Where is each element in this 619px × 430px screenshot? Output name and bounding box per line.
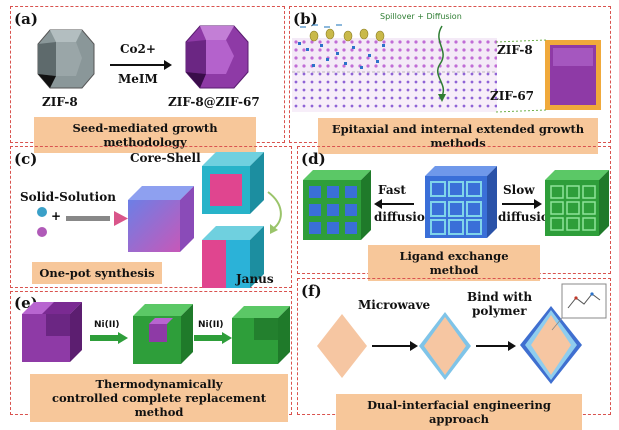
panel-c-label: (c) xyxy=(14,150,38,168)
green-arrow-1-icon xyxy=(90,332,128,344)
fast-diffusion-label: diffusion xyxy=(374,210,434,224)
panel-c xyxy=(10,146,292,288)
green-arrow-2-icon xyxy=(194,332,232,344)
microwave-label: Microwave xyxy=(358,298,431,312)
panel-e-caption-line2: controlled complete replacement method xyxy=(51,391,267,419)
ni-reagent-2-label: Ni(II) xyxy=(198,320,224,330)
zif8-at-zif67-name: ZIF-8@ZIF-67 xyxy=(168,95,260,109)
janus-cube-icon xyxy=(202,226,264,288)
reagent-co2-label: Co2+ xyxy=(120,42,156,56)
panel-e-caption-line1: Thermodynamically xyxy=(95,377,223,391)
diamond-particle-shell-icon xyxy=(419,312,471,380)
precursor-mix-icon: + xyxy=(37,207,128,237)
ni-reagent-1-label: Ni(II) xyxy=(94,320,120,330)
diamond-particle-plain-icon xyxy=(317,314,367,378)
panel-f-caption: Dual-interfacial engineering approach xyxy=(336,394,582,430)
spillover-diffusion-label: Spillover + Diffusion xyxy=(380,12,462,21)
panel-d-caption: Ligand exchange method xyxy=(368,245,540,281)
panel-d-label: (d) xyxy=(301,150,326,168)
transform-arrows-c xyxy=(267,191,282,234)
lattice-schematic xyxy=(292,24,497,112)
core-shell-square-icon xyxy=(545,40,601,110)
core-shell-cube-icon xyxy=(202,152,264,214)
zif8-layer-label: ZIF-8 xyxy=(497,43,533,57)
panel-a-label: (a) xyxy=(14,10,38,28)
panel-a-caption: Seed-mediated growth methodology xyxy=(34,117,256,153)
panel-f-label: (f) xyxy=(301,282,322,300)
slow-diffusion-label: diffusion xyxy=(498,210,558,224)
arrow-f1-icon xyxy=(372,341,418,351)
panel-b-caption: Epitaxial and internal extended growth m… xyxy=(318,118,598,154)
polymer-label: polymer xyxy=(472,304,527,318)
zif8-at-zif67-crystal-icon xyxy=(185,25,249,89)
green-framework-right-icon xyxy=(545,170,609,236)
solid-solution-label: Solid-Solution xyxy=(20,190,116,204)
zif8-name: ZIF-8 xyxy=(42,95,78,109)
bind-with-label: Bind with xyxy=(467,290,533,304)
purple-cube-icon xyxy=(22,302,82,362)
blue-framework-center-icon xyxy=(425,166,497,238)
diamond-particle-polymer-icon xyxy=(520,306,582,384)
arrow-f2-icon xyxy=(476,341,516,351)
slow-label: Slow xyxy=(503,183,535,197)
fast-label: Fast xyxy=(378,183,406,197)
panel-c-caption: One-pot synthesis xyxy=(32,262,162,284)
slow-arrow-icon xyxy=(502,199,542,209)
green-blue-framework-left-icon xyxy=(303,170,371,240)
polymer-zoom-inset xyxy=(551,283,607,331)
core-shell-label: Core-Shell xyxy=(130,151,201,165)
reagent-meim-label: MeIM xyxy=(118,72,158,86)
svg-text:+: + xyxy=(51,209,61,223)
zif8-crystal-icon xyxy=(37,29,95,89)
fully-replaced-cube-icon xyxy=(232,306,290,364)
reaction-arrow-a xyxy=(110,60,172,70)
zif67-layer-label: ZIF-67 xyxy=(490,89,535,103)
partially-replaced-cube-icon xyxy=(133,304,193,364)
panel-b-label: (b) xyxy=(293,10,318,28)
fast-arrow-icon xyxy=(374,199,414,209)
zoom-dotted-lines xyxy=(495,39,547,113)
janus-label: Janus xyxy=(236,272,274,286)
solid-solution-cube-icon xyxy=(128,186,194,252)
panel-e-caption: Thermodynamically controlled complete re… xyxy=(30,374,288,422)
